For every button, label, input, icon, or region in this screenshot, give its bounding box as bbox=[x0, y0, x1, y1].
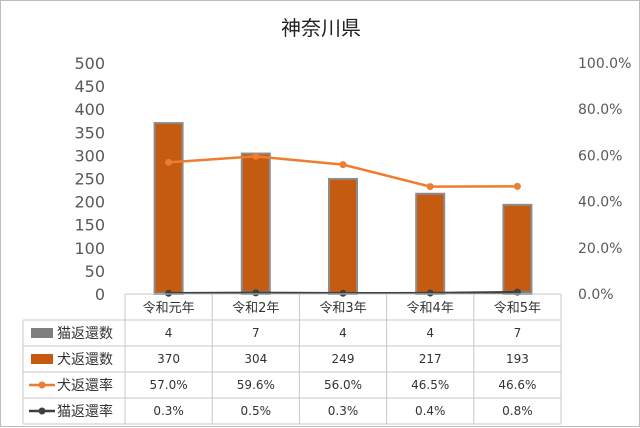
table-cell-value: 0.5% bbox=[241, 404, 272, 418]
bar-dog-return bbox=[153, 122, 184, 295]
point-dog-rate bbox=[165, 158, 173, 166]
y-left-tick-label: 250 bbox=[74, 170, 105, 189]
bar-dog-return bbox=[502, 203, 533, 295]
y-right-tick-label: 80.0% bbox=[578, 102, 622, 118]
table-cell-value: 0.3% bbox=[328, 404, 359, 418]
y-left-tick-label: 450 bbox=[74, 77, 105, 96]
y-right-tick-label: 0.0% bbox=[578, 287, 614, 303]
x-category-label: 令和4年 bbox=[407, 301, 454, 316]
table-cell-value: 304 bbox=[244, 352, 267, 366]
point-cat-rate bbox=[252, 289, 260, 297]
table-cell-value: 4 bbox=[426, 326, 434, 340]
y-left-tick-label: 350 bbox=[74, 123, 105, 142]
table-cell-value: 0.3% bbox=[153, 404, 184, 418]
table-cell-value: 46.6% bbox=[498, 378, 536, 392]
y-left-tick-label: 400 bbox=[74, 100, 105, 119]
point-dog-rate bbox=[252, 152, 260, 160]
point-dog-rate bbox=[513, 182, 521, 190]
table-cell-value: 4 bbox=[165, 326, 173, 340]
point-dog-rate bbox=[339, 161, 347, 169]
point-dog-rate bbox=[426, 183, 434, 191]
legend-key-marker bbox=[38, 407, 46, 415]
legend-key-bar bbox=[31, 328, 53, 338]
chart-title: 神奈川県 bbox=[281, 16, 361, 40]
x-category-label: 令和5年 bbox=[494, 301, 541, 316]
legend-series-label: 猫返還数 bbox=[57, 326, 113, 342]
point-cat-rate bbox=[339, 289, 347, 297]
table-cell-value: 46.5% bbox=[411, 378, 449, 392]
y-left-tick-label: 50 bbox=[85, 262, 105, 281]
table-cell-value: 193 bbox=[506, 352, 529, 366]
point-cat-rate bbox=[165, 289, 173, 297]
table-cell-value: 57.0% bbox=[150, 378, 188, 392]
legend-series-label: 猫返還率 bbox=[57, 403, 113, 420]
y-left-tick-label: 300 bbox=[74, 146, 105, 165]
table-cell-value: 0.4% bbox=[415, 404, 446, 418]
bar-dog-return bbox=[240, 152, 271, 295]
legend-key-bar bbox=[31, 354, 53, 364]
table-cell-value: 7 bbox=[514, 326, 522, 340]
x-category-label: 令和元年 bbox=[143, 301, 195, 316]
point-cat-rate bbox=[513, 288, 521, 296]
table-cell-value: 56.0% bbox=[324, 378, 362, 392]
table-cell-value: 217 bbox=[419, 352, 442, 366]
y-right-tick-label: 60.0% bbox=[578, 148, 622, 164]
y-right-tick-label: 100.0% bbox=[578, 56, 631, 72]
bar-dog-return bbox=[328, 177, 358, 296]
table-cell-value: 7 bbox=[252, 326, 260, 340]
bar-dog-return bbox=[415, 192, 446, 295]
table-cell-value: 59.6% bbox=[237, 378, 275, 392]
table-cell-value: 0.8% bbox=[502, 404, 533, 418]
line-series bbox=[165, 152, 521, 297]
table-cell-value: 370 bbox=[157, 352, 180, 366]
legend-key-marker bbox=[38, 381, 46, 389]
y-left-tick-label: 150 bbox=[74, 216, 105, 235]
y-right-tick-label: 40.0% bbox=[578, 195, 622, 211]
y-axis-right: 0.0% 20.0% 40.0% 60.0% 80.0% 100.0% bbox=[578, 56, 631, 303]
point-cat-rate bbox=[426, 289, 434, 297]
y-right-tick-label: 20.0% bbox=[578, 241, 622, 257]
legend-series-label: 犬返還率 bbox=[57, 377, 113, 394]
table-cell-value: 4 bbox=[339, 326, 347, 340]
bar-series bbox=[153, 122, 533, 296]
x-category-label: 令和2年 bbox=[232, 301, 279, 316]
y-axis-left: 0 50 100 150 200 250 300 350 400 450 500 bbox=[74, 54, 105, 304]
y-left-tick-label: 200 bbox=[74, 193, 105, 212]
x-category-label: 令和3年 bbox=[319, 301, 366, 316]
y-left-tick-label: 0 bbox=[95, 285, 105, 304]
table-cell-value: 249 bbox=[332, 352, 355, 366]
y-left-tick-label: 500 bbox=[74, 54, 105, 73]
legend-series-label: 犬返還数 bbox=[57, 352, 113, 368]
y-left-tick-label: 100 bbox=[74, 239, 105, 258]
